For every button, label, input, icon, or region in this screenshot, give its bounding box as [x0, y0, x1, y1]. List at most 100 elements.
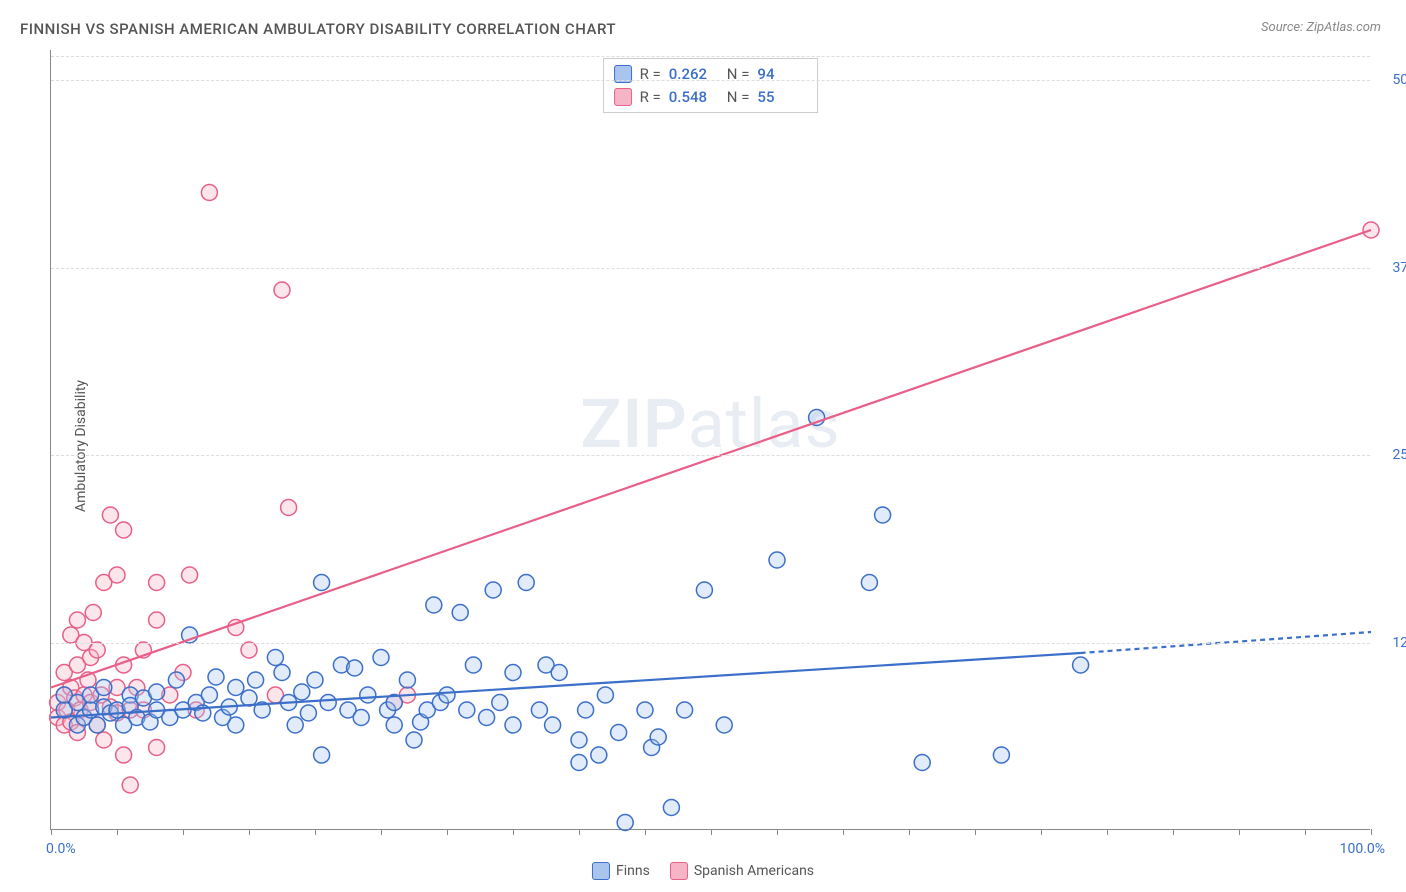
chart-container: FINNISH VS SPANISH AMERICAN AMBULATORY D… [0, 0, 1406, 892]
data-point [571, 732, 587, 748]
data-point [571, 755, 587, 771]
gridline [51, 455, 1370, 456]
data-point [102, 507, 118, 523]
data-point [769, 552, 785, 568]
legend-label-spanish: Spanish Americans [694, 863, 814, 879]
data-point [168, 672, 184, 688]
x-tick [513, 829, 514, 835]
x-tick [1239, 829, 1240, 835]
x-tick [1107, 829, 1108, 835]
data-point [518, 575, 534, 591]
data-point [716, 717, 732, 733]
data-point [459, 702, 475, 718]
x-tick [1305, 829, 1306, 835]
data-point [677, 702, 693, 718]
x-tick [909, 829, 910, 835]
x-tick [183, 829, 184, 835]
data-point [228, 717, 244, 733]
data-point [248, 672, 264, 688]
x-tick [249, 829, 250, 835]
n-value-spanish: 55 [757, 86, 807, 109]
y-tick-label: 12.5% [1392, 635, 1406, 651]
data-point [241, 642, 257, 658]
data-point [914, 755, 930, 771]
trend-line [51, 230, 1371, 688]
data-point [149, 684, 165, 700]
data-point [426, 597, 442, 613]
data-point [69, 612, 85, 628]
n-label: N = [727, 86, 750, 109]
data-point [650, 729, 666, 745]
legend-swatch-spanish [670, 862, 688, 880]
data-point [201, 687, 217, 703]
x-tick-min: 0.0% [46, 841, 76, 857]
data-point [122, 777, 138, 793]
legend-label-finns: Finns [616, 863, 650, 879]
data-point [505, 665, 521, 681]
n-label: N = [727, 63, 750, 86]
legend-item-spanish: Spanish Americans [670, 862, 814, 880]
data-point [300, 705, 316, 721]
data-point [637, 702, 653, 718]
data-point [96, 732, 112, 748]
data-point [116, 522, 132, 538]
data-point [591, 747, 607, 763]
data-point [109, 567, 125, 583]
data-point [611, 725, 627, 741]
x-tick [51, 829, 52, 835]
chart-title: FINNISH VS SPANISH AMERICAN AMBULATORY D… [20, 20, 616, 38]
data-point [696, 582, 712, 598]
data-point [360, 687, 376, 703]
data-point [479, 710, 495, 726]
plot-svg [51, 50, 1370, 829]
data-point [89, 642, 105, 658]
data-point [861, 575, 877, 591]
data-point [294, 684, 310, 700]
data-point [241, 690, 257, 706]
data-point [149, 740, 165, 756]
x-tick [843, 829, 844, 835]
data-point [663, 800, 679, 816]
r-value-finns: 0.262 [669, 63, 719, 86]
x-tick [645, 829, 646, 835]
bottom-legend: Finns Spanish Americans [592, 862, 814, 880]
gridline [51, 80, 1370, 81]
x-tick-max: 100.0% [1340, 841, 1385, 857]
x-tick [381, 829, 382, 835]
data-point [505, 717, 521, 733]
r-value-spanish: 0.548 [669, 86, 719, 109]
x-tick [447, 829, 448, 835]
data-point [85, 605, 101, 621]
r-label: R = [640, 86, 661, 109]
x-tick [1173, 829, 1174, 835]
x-tick [579, 829, 580, 835]
data-point [353, 710, 369, 726]
data-point [274, 282, 290, 298]
data-point [597, 687, 613, 703]
data-point [492, 695, 508, 711]
data-point [439, 687, 455, 703]
data-point [208, 669, 224, 685]
data-point [386, 717, 402, 733]
r-label: R = [640, 63, 661, 86]
stats-row-finns: R = 0.262 N = 94 [614, 63, 808, 86]
data-point [545, 717, 561, 733]
y-tick-label: 50.0% [1392, 72, 1406, 88]
stats-row-spanish: R = 0.548 N = 55 [614, 86, 808, 109]
data-point [465, 657, 481, 673]
data-point [347, 660, 363, 676]
data-point [228, 680, 244, 696]
data-point [116, 747, 132, 763]
source-attribution: Source: ZipAtlas.com [1261, 20, 1381, 35]
data-point [875, 507, 891, 523]
data-point [485, 582, 501, 598]
trend-line [51, 653, 1081, 718]
data-point [281, 500, 297, 516]
x-tick [975, 829, 976, 835]
data-point [201, 185, 217, 201]
data-point [89, 717, 105, 733]
gridline [51, 268, 1370, 269]
data-point [314, 575, 330, 591]
x-tick [1371, 829, 1372, 835]
x-tick [1041, 829, 1042, 835]
